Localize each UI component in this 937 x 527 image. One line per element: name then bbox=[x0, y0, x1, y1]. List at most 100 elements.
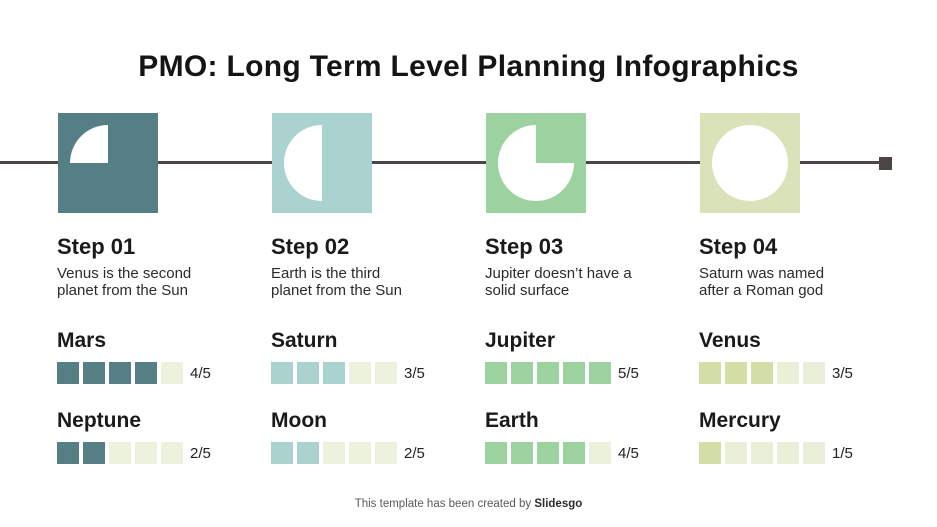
rating-row: 4/5 bbox=[57, 362, 271, 384]
step-4-pie-square bbox=[700, 113, 800, 213]
step-description: Jupiter doesn’t have a solid surface bbox=[485, 265, 632, 299]
rating-square bbox=[135, 442, 157, 464]
rating-square bbox=[725, 362, 747, 384]
rating-square bbox=[375, 442, 397, 464]
step-column-2: Step 02 Earth is the third planet from t… bbox=[271, 113, 485, 464]
timeline-line bbox=[0, 161, 880, 164]
rating-square bbox=[57, 442, 79, 464]
rating-square bbox=[725, 442, 747, 464]
rating-square bbox=[699, 442, 721, 464]
rating-name: Jupiter bbox=[485, 329, 556, 352]
step-2-pie-square bbox=[272, 113, 372, 213]
rating-square bbox=[83, 442, 105, 464]
step-description: Saturn was named after a Roman god bbox=[699, 265, 825, 299]
step-label: Step 01 bbox=[57, 234, 136, 259]
timeline-end-marker bbox=[879, 157, 892, 170]
rating-square bbox=[161, 442, 183, 464]
footer-brand: Slidesgo bbox=[534, 498, 583, 510]
rating-score: 2/5 bbox=[190, 444, 211, 462]
rating-row: 3/5 bbox=[699, 362, 913, 384]
rating-row: 3/5 bbox=[271, 362, 485, 384]
rating-group: Venus 3/5 bbox=[699, 329, 913, 384]
rating-square bbox=[537, 362, 559, 384]
rating-square bbox=[777, 442, 799, 464]
rating-square bbox=[777, 362, 799, 384]
rating-group: Neptune 2/5 bbox=[57, 409, 271, 464]
rating-bar bbox=[485, 362, 611, 384]
rating-name: Saturn bbox=[271, 329, 338, 352]
pie-chart-50-icon bbox=[284, 125, 360, 201]
pie-chart-25-icon bbox=[70, 125, 146, 201]
rating-group: Moon 2/5 bbox=[271, 409, 485, 464]
rating-row: 1/5 bbox=[699, 442, 913, 464]
rating-square bbox=[109, 362, 131, 384]
rating-square bbox=[563, 362, 585, 384]
rating-square bbox=[271, 362, 293, 384]
rating-group: Earth 4/5 bbox=[485, 409, 699, 464]
rating-row: 4/5 bbox=[485, 442, 699, 464]
rating-score: 5/5 bbox=[618, 364, 639, 382]
rating-square bbox=[297, 442, 319, 464]
rating-square bbox=[485, 362, 507, 384]
rating-group: Mercury 1/5 bbox=[699, 409, 913, 464]
rating-name: Neptune bbox=[57, 409, 141, 432]
rating-square bbox=[349, 362, 371, 384]
rating-square bbox=[109, 442, 131, 464]
step-column-4: Step 04 Saturn was named after a Roman g… bbox=[699, 113, 913, 464]
footer-credit: This template has been created by Slides… bbox=[0, 498, 937, 510]
rating-row: 5/5 bbox=[485, 362, 699, 384]
step-column-1: Step 01 Venus is the second planet from … bbox=[57, 113, 271, 464]
rating-square bbox=[83, 362, 105, 384]
page-title: PMO: Long Term Level Planning Infographi… bbox=[138, 50, 799, 83]
rating-score: 4/5 bbox=[618, 444, 639, 462]
pie-chart-75-icon bbox=[498, 125, 574, 201]
step-label: Step 04 bbox=[699, 234, 778, 259]
step-description: Venus is the second planet from the Sun bbox=[57, 265, 192, 299]
rating-score: 3/5 bbox=[832, 364, 853, 382]
rating-name: Earth bbox=[485, 409, 539, 432]
rating-group: Mars 4/5 bbox=[57, 329, 271, 384]
rating-square bbox=[323, 362, 345, 384]
rating-name: Moon bbox=[271, 409, 327, 432]
rating-square bbox=[803, 362, 825, 384]
rating-name: Mars bbox=[57, 329, 107, 352]
step-3-pie-square bbox=[486, 113, 586, 213]
rating-square bbox=[563, 442, 585, 464]
rating-name: Venus bbox=[699, 329, 761, 352]
rating-square bbox=[589, 362, 611, 384]
rating-square bbox=[751, 442, 773, 464]
steps-container: Step 01 Venus is the second planet from … bbox=[57, 113, 913, 464]
rating-square bbox=[511, 442, 533, 464]
rating-row: 2/5 bbox=[271, 442, 485, 464]
rating-group: Saturn 3/5 bbox=[271, 329, 485, 384]
rating-bar bbox=[485, 442, 611, 464]
rating-row: 2/5 bbox=[57, 442, 271, 464]
rating-square bbox=[537, 442, 559, 464]
rating-square bbox=[161, 362, 183, 384]
rating-square bbox=[751, 362, 773, 384]
rating-bar bbox=[271, 362, 397, 384]
rating-square bbox=[589, 442, 611, 464]
rating-square bbox=[485, 442, 507, 464]
rating-score: 4/5 bbox=[190, 364, 211, 382]
step-label: Step 02 bbox=[271, 234, 350, 259]
step-1-pie-square bbox=[58, 113, 158, 213]
rating-square bbox=[699, 362, 721, 384]
rating-score: 1/5 bbox=[832, 444, 853, 462]
rating-square bbox=[135, 362, 157, 384]
rating-square bbox=[271, 442, 293, 464]
footer-text: This template has been created by bbox=[354, 498, 535, 510]
rating-square bbox=[375, 362, 397, 384]
pie-chart-100-icon bbox=[712, 125, 788, 201]
rating-square bbox=[803, 442, 825, 464]
rating-square bbox=[349, 442, 371, 464]
rating-score: 2/5 bbox=[404, 444, 425, 462]
rating-bar bbox=[57, 362, 183, 384]
rating-score: 3/5 bbox=[404, 364, 425, 382]
rating-square bbox=[57, 362, 79, 384]
rating-name: Mercury bbox=[699, 409, 781, 432]
rating-bar bbox=[699, 362, 825, 384]
rating-bar bbox=[699, 442, 825, 464]
rating-bar bbox=[57, 442, 183, 464]
rating-group: Jupiter 5/5 bbox=[485, 329, 699, 384]
